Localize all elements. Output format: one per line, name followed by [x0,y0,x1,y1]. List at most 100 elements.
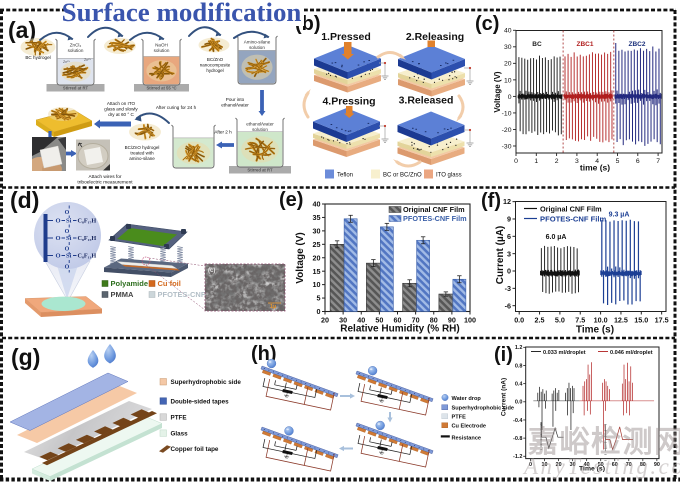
svg-text:0: 0 [317,307,321,316]
svg-text:1μ: 1μ [270,304,276,310]
svg-text:1.Pressed: 1.Pressed [321,31,371,43]
svg-text:BC: BC [532,41,542,48]
svg-text:ITO glass: ITO glass [436,173,462,179]
svg-text:C₈F₁₅H: C₈F₁₅H [78,235,97,242]
svg-text:10: 10 [542,462,548,468]
svg-text:Pour into: Pour into [226,97,245,102]
svg-text:17.5: 17.5 [655,316,669,325]
svg-text:-6: -6 [505,301,511,310]
svg-text:25: 25 [313,240,321,249]
svg-text:50: 50 [598,462,604,468]
svg-text:6.0 µA: 6.0 µA [546,234,567,241]
svg-text:solution: solution [68,48,84,53]
svg-text:60: 60 [612,462,618,468]
svg-text:0: 0 [529,462,532,468]
svg-text:4.Pressing: 4.Pressing [322,96,375,108]
svg-text:1.2: 1.2 [515,345,523,351]
svg-text:30: 30 [504,44,512,51]
svg-text:12: 12 [503,197,511,206]
svg-text:5: 5 [317,294,321,303]
svg-text:(e): (e) [279,189,303,211]
svg-text:Relative Humidity (% RH): Relative Humidity (% RH) [340,324,459,335]
svg-text:30: 30 [339,316,347,325]
svg-text:PMMA: PMMA [111,290,134,299]
svg-text:Time (s): Time (s) [579,466,605,473]
svg-text:15: 15 [313,267,321,276]
svg-text:0.4: 0.4 [515,382,524,388]
svg-text:PTFE: PTFE [171,414,187,421]
svg-text:O: O [65,210,70,216]
svg-text:90: 90 [448,316,456,325]
svg-text:ZBC2: ZBC2 [629,41,646,48]
svg-text:1: 1 [534,158,538,165]
svg-text:BC hydrogel: BC hydrogel [25,55,50,60]
svg-text:9: 9 [507,215,511,224]
svg-text:Attach on ITO: Attach on ITO [107,101,136,106]
svg-text:3: 3 [575,158,579,165]
svg-text:90: 90 [654,462,660,468]
svg-text:Voltage (V): Voltage (V) [295,232,306,283]
svg-text:-20: -20 [502,127,512,134]
svg-text:10: 10 [313,280,321,289]
svg-text:60: 60 [394,316,402,325]
svg-text:NaOH: NaOH [155,43,168,48]
svg-text:Double-sided tapes: Double-sided tapes [171,398,230,405]
svg-text:C₈F₁₇H: C₈F₁₇H [78,218,97,225]
svg-text:(f): (f) [481,190,501,212]
svg-text:20: 20 [313,253,321,262]
svg-text:12.5: 12.5 [614,316,628,325]
svg-text:Time (s): Time (s) [576,325,614,336]
svg-text:(d): (d) [10,187,39,213]
svg-text:20: 20 [556,462,562,468]
svg-text:O: O [65,229,70,235]
svg-text:Current (µA): Current (µA) [495,226,506,285]
svg-text:PFOTES-CNF: PFOTES-CNF [158,290,206,299]
svg-text:triboelectric measurement: triboelectric measurement [77,179,133,185]
svg-text:Copper foil tape: Copper foil tape [171,446,219,453]
svg-text:Zn²⁺: Zn²⁺ [63,60,70,64]
svg-text:50: 50 [375,316,383,325]
svg-text:-0.8: -0.8 [513,436,522,442]
svg-text:solution: solution [249,45,265,50]
svg-text:Voltage (V): Voltage (V) [493,71,502,113]
svg-text:70: 70 [626,462,632,468]
svg-text:80: 80 [640,462,646,468]
svg-text:100: 100 [464,316,476,325]
svg-text:Amino-silane: Amino-silane [244,40,271,45]
svg-text:C₈F₁₁H: C₈F₁₁H [78,253,97,260]
svg-text:hydrogel: hydrogel [206,68,223,73]
svg-text:PFOTES-CNF Film: PFOTES-CNF Film [540,215,606,224]
svg-text:Resistance: Resistance [452,435,482,441]
svg-text:30: 30 [570,462,576,468]
svg-text:2.Releasing: 2.Releasing [406,31,464,43]
svg-text:40: 40 [313,200,321,209]
svg-text:2.5: 2.5 [535,316,545,325]
svg-text:80: 80 [430,316,438,325]
svg-text:0: 0 [514,158,518,165]
svg-text:0.8: 0.8 [515,363,523,369]
svg-text:ZnCl₂: ZnCl₂ [70,43,82,48]
svg-text:0: 0 [508,94,512,101]
svg-text:(i): (i) [494,344,513,366]
svg-text:Si: Si [66,253,72,260]
svg-text:10: 10 [504,77,512,84]
svg-text:30: 30 [313,226,321,235]
svg-text:9.3 µA: 9.3 µA [609,212,630,219]
svg-text:(c): (c) [208,268,215,274]
svg-text:嘉峪检测网: 嘉峪检测网 [528,425,680,459]
svg-text:ethanol/water: ethanol/water [221,103,249,108]
svg-text:40: 40 [584,462,590,468]
svg-text:glass and slowly: glass and slowly [104,107,138,112]
svg-text:O: O [56,253,61,260]
svg-text:-0.4: -0.4 [513,418,523,424]
svg-text:ZBC1: ZBC1 [577,41,594,48]
svg-text:BC or BC/ZnO: BC or BC/ZnO [383,173,422,179]
svg-text:Superhydrophobic side: Superhydrophobic side [171,379,242,386]
svg-text:Si: Si [66,235,72,242]
svg-text:solution: solution [252,127,268,132]
svg-text:BC/ZnO hydrogel: BC/ZnO hydrogel [125,145,160,150]
svg-text:20: 20 [504,61,512,68]
svg-text:(c): (c) [475,13,499,35]
svg-text:After curing for 24 h: After curing for 24 h [156,105,197,110]
svg-text:Original CNF Film: Original CNF Film [540,205,602,214]
